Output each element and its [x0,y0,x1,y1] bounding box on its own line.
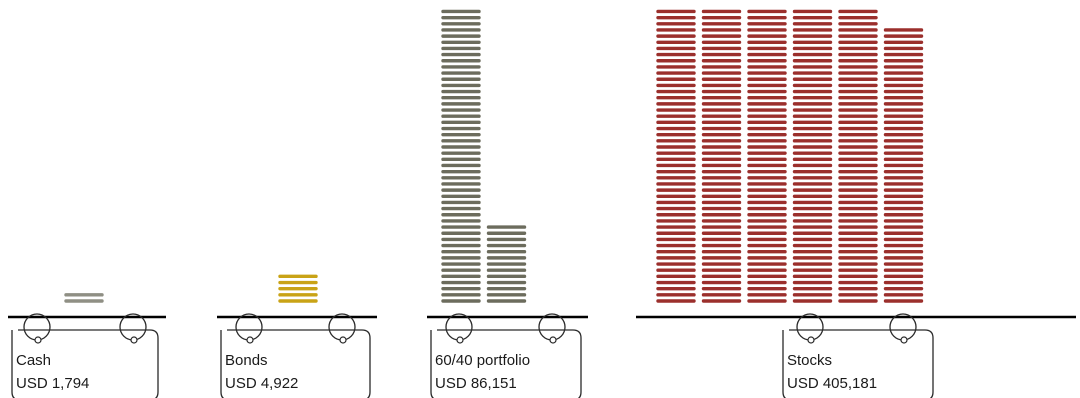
tags-layer: Cash USD 1,794 Bonds USD 4,922 60/40 portfol… [11,313,934,398]
tag-category-label: Cash [16,352,51,369]
tag-hole [246,336,254,344]
tag-value-label: USD 4,922 [225,375,298,392]
tag-hole [130,336,138,344]
tag-value-label: USD 1,794 [16,375,89,392]
tag-category-label: Stocks [787,352,832,369]
tag-hole [456,336,464,344]
price-tag: Cash USD 1,794 [11,313,159,398]
tag-hole [900,336,908,344]
tag-value-label: USD 86,151 [435,375,517,392]
tag-category-label: 60/40 portfolio [435,352,530,369]
price-tag: Bonds USD 4,922 [220,313,371,398]
stacks-layer [64,9,924,303]
tag-category-label: Bonds [225,352,268,369]
price-tag: Stocks USD 405,181 [782,313,934,398]
price-tag: 60/40 portfolio USD 86,151 [430,313,582,398]
tag-value-label: USD 405,181 [787,375,877,392]
tag-hole [549,336,557,344]
tag-hole [807,336,815,344]
tag-hole [339,336,347,344]
tag-hole [34,336,42,344]
